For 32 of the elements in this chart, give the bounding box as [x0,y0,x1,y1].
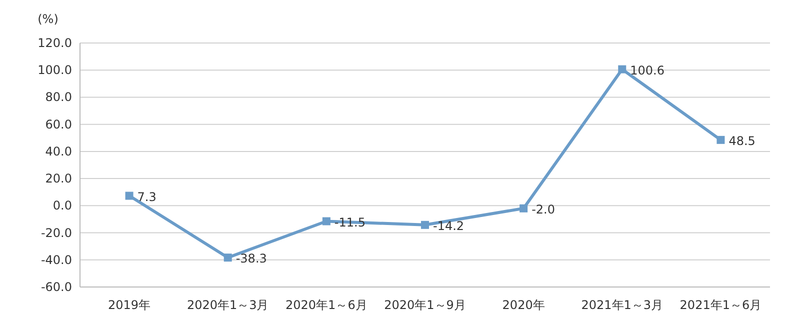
y-tick-label: -40.0 [40,252,72,267]
y-tick-label: -60.0 [40,280,72,294]
y-tick-label: 40.0 [45,144,72,158]
data-label: 48.5 [728,134,756,148]
point [322,217,330,226]
point [520,204,528,212]
point [618,65,626,74]
y-axis-title: (%) [38,12,58,26]
y-tick-label: -20.0 [40,226,72,240]
y-tick-label: 0.0 [52,198,72,213]
data-label: 7.3 [137,190,156,204]
x-tick-label: 2021年1～3月 [581,298,664,312]
point [125,192,134,200]
y-tick-label: 120.0 [38,36,72,50]
x-tick-label: 2019年 [108,298,151,312]
data-label: -38.3 [236,252,267,266]
y-tick-label: 100.0 [38,63,72,78]
point [224,254,232,262]
data-label: 100.6 [630,63,664,78]
data-label: -11.5 [334,215,366,230]
x-tick-label: 2020年1～3月 [186,298,269,312]
data-label: -14.2 [433,218,464,233]
point [421,220,429,229]
x-tick-label: 2020年1～9月 [384,298,466,312]
y-tick-label: 60.0 [45,117,72,132]
x-tick-label: 2021年1～6月 [680,298,762,312]
data-label: -2.0 [532,202,555,216]
y-tick-label: 80.0 [45,90,72,104]
point [716,136,725,144]
x-tick-label: 2020年 [502,298,545,312]
y-tick-label: 20.0 [45,172,72,186]
x-tick-label: 2020年1～6月 [286,298,368,312]
